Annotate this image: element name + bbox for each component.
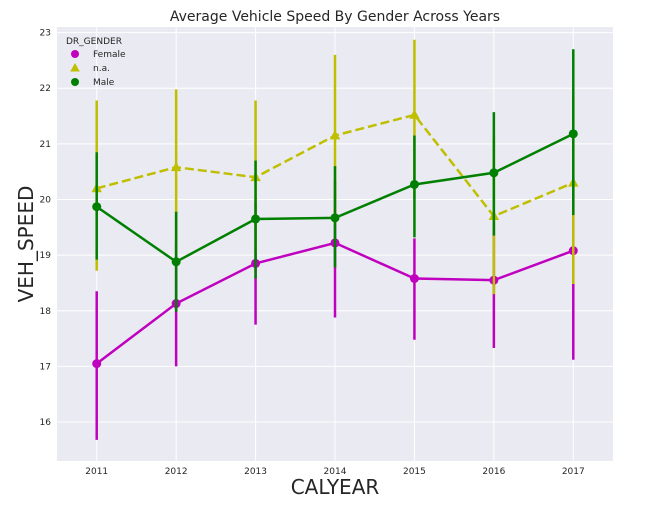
- data-point: [92, 202, 102, 212]
- x-tick-label: 2012: [165, 467, 188, 477]
- data-point: [170, 161, 182, 172]
- data-point: [251, 214, 261, 224]
- legend-label-female: Female: [93, 50, 126, 60]
- data-point: [409, 179, 419, 189]
- data-point: [171, 257, 181, 267]
- y-tick-label: 21: [40, 140, 51, 150]
- tick-labels: 16 17 18 19 20 21 22 23 2011 2012 2013 2014 2015 2016…: [40, 29, 585, 477]
- y-tick-label: 23: [40, 29, 51, 39]
- data-point: [92, 359, 102, 369]
- y-tick-label: 16: [40, 418, 52, 428]
- y-tick-label: 22: [40, 84, 51, 94]
- legend: DR_GENDER Female n.a. Male: [66, 37, 126, 88]
- data-point: [489, 168, 499, 178]
- x-tick-label: 2017: [562, 467, 585, 477]
- legend-label-male: Male: [93, 78, 115, 88]
- y-tick-label: 17: [40, 362, 51, 372]
- x-tick-label: 2013: [244, 467, 267, 477]
- chart-title: Average Vehicle Speed By Gender Across Y…: [170, 9, 500, 25]
- legend-marker-na: [70, 63, 80, 72]
- y-axis-label: VEH_SPEED: [14, 186, 38, 303]
- y-tick-label: 19: [40, 251, 52, 261]
- legend-label-na: n.a.: [93, 64, 110, 74]
- x-axis-label: CALYEAR: [291, 475, 380, 499]
- y-tick-label: 18: [40, 307, 52, 317]
- x-tick-label: 2015: [403, 467, 426, 477]
- data-point: [568, 129, 578, 139]
- x-tick-label: 2011: [85, 467, 108, 477]
- data-point: [329, 130, 341, 140]
- data-point: [409, 109, 420, 119]
- legend-marker-female: [71, 50, 79, 58]
- legend-marker-male: [71, 78, 79, 86]
- y-tick-label: 20: [40, 195, 52, 205]
- series-layer: [91, 39, 579, 440]
- x-tick-label: 2016: [482, 467, 505, 477]
- series-male: [92, 49, 578, 312]
- legend-title: DR_GENDER: [66, 37, 122, 47]
- data-point: [330, 213, 340, 223]
- x-tick-label: 2014: [324, 467, 347, 477]
- data-point: [409, 273, 419, 283]
